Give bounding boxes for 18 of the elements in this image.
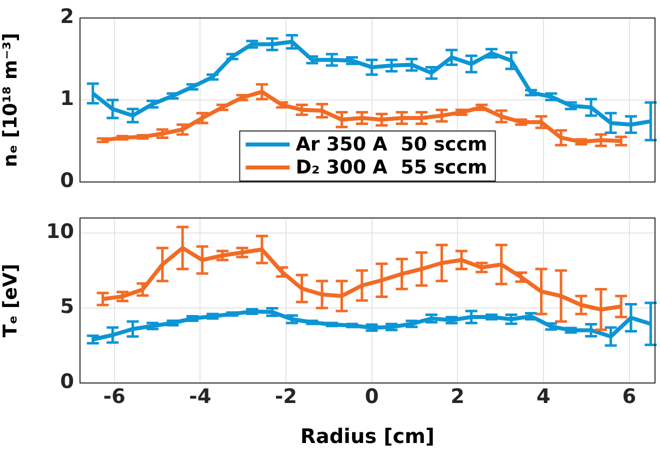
y-axis-title: nₑ [10¹⁸ m⁻³] (0, 32, 22, 168)
x-axis-title: Radius [cm] (300, 424, 435, 448)
x-tick-label: -6 (103, 384, 126, 408)
x-tick-label: 0 (364, 384, 379, 408)
x-tick-label: 6 (622, 384, 636, 408)
x-tick-label: -4 (189, 384, 212, 408)
legend-label: D₂ 300 A 55 sccm (296, 156, 488, 178)
y-tick-label: 10 (46, 219, 74, 244)
y-tick-label: 5 (60, 294, 74, 318)
x-tick-label: -2 (274, 384, 298, 408)
y-axis-title: Tₑ [eV] (0, 264, 22, 338)
y-tick-label: 0 (60, 168, 74, 192)
y-tick-label: 2 (60, 4, 74, 28)
legend-label: Ar 350 A 50 sccm (296, 133, 488, 156)
y-tick-label: 0 (60, 369, 74, 394)
x-tick-label: 4 (536, 384, 550, 408)
y-tick-label: 1 (60, 86, 74, 110)
x-tick-label: 2 (450, 384, 465, 408)
